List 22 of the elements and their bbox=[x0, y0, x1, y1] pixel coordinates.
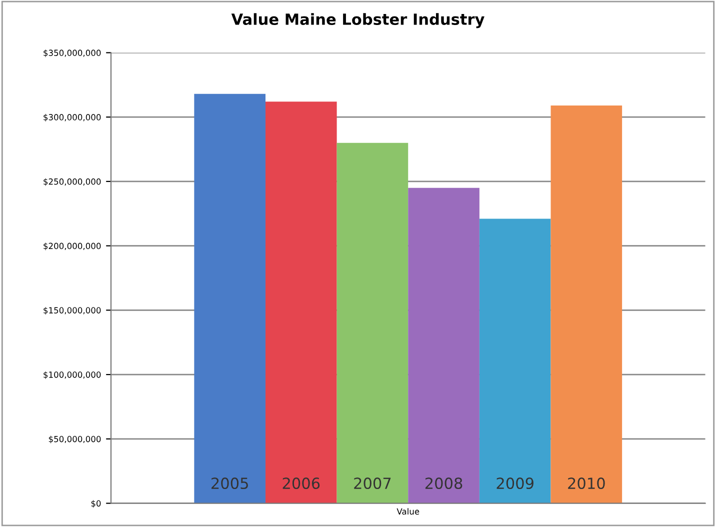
y-tick-label: $200,000,000 bbox=[44, 242, 101, 250]
bar bbox=[336, 142, 408, 504]
series-label: 2006 bbox=[282, 478, 320, 490]
series-label: 2009 bbox=[496, 478, 534, 490]
y-tick-label: $150,000,000 bbox=[44, 307, 101, 315]
bar bbox=[194, 94, 266, 504]
series-label: 2007 bbox=[354, 478, 391, 490]
x-tick-label: Value bbox=[396, 508, 420, 515]
bar bbox=[265, 102, 337, 504]
series-label: 2008 bbox=[425, 478, 462, 490]
bar bbox=[479, 218, 551, 504]
y-tick-label: $300,000,000 bbox=[44, 114, 101, 122]
y-tick-label: $100,000,000 bbox=[44, 371, 101, 379]
y-tick-label: $250,000,000 bbox=[44, 178, 101, 186]
bar bbox=[550, 105, 622, 504]
y-tick-label: $50,000,000 bbox=[48, 436, 101, 444]
bar bbox=[408, 188, 480, 504]
chart-title: Value Maine Lobster Industry bbox=[231, 13, 484, 28]
y-tick-label: $0 bbox=[91, 500, 101, 508]
series-label: 2005 bbox=[212, 478, 248, 490]
series-label: 2010 bbox=[568, 478, 605, 490]
y-tick-label: $350,000,000 bbox=[44, 50, 101, 58]
